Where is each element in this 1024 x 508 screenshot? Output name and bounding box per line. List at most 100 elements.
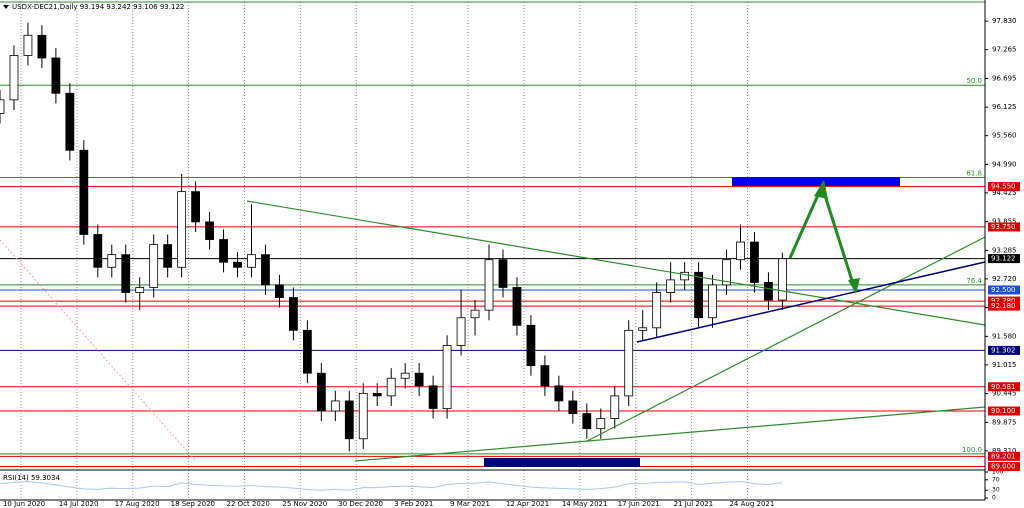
candle-body (219, 239, 228, 263)
candle-body (0, 99, 5, 114)
level-box (988, 345, 1020, 355)
candle-body (582, 413, 592, 430)
candle-body (540, 365, 550, 387)
candle-body (51, 57, 61, 94)
zone (732, 177, 900, 186)
rsi-tick-label: 0 (992, 495, 996, 502)
fib-label: 76.4 (966, 277, 982, 285)
y-tick-label: 96.125 (992, 103, 1017, 111)
x-tick-label: 10 Jun 2020 (3, 500, 45, 508)
candle-body (205, 221, 214, 240)
candle-body (610, 395, 620, 419)
y-tick-label: 89.310 (992, 447, 1017, 455)
y-tick-label: 94.990 (992, 160, 1017, 168)
candle-body (358, 392, 368, 440)
x-tick-label: 24 Aug 2021 (729, 500, 774, 508)
candle-body (470, 309, 480, 319)
y-tick-label: 89.875 (992, 418, 1017, 426)
candle-body (275, 284, 284, 298)
level-label: 93.122 (991, 255, 1016, 263)
fib-label: 50.0 (966, 77, 982, 85)
candle-body (456, 317, 466, 346)
candle-body (638, 327, 648, 331)
candle-body (191, 191, 201, 223)
level-box (988, 301, 1020, 311)
candle-body (750, 241, 759, 283)
candle-body (414, 372, 424, 387)
x-tick-label: 22 Oct 2020 (227, 500, 270, 508)
trendline (586, 236, 986, 442)
y-tick-label: 97.830 (992, 17, 1017, 25)
candle-body (512, 287, 522, 326)
candle-body (694, 271, 703, 319)
rsi-line (0, 481, 783, 491)
candle-body (722, 259, 731, 286)
drawings (246, 177, 986, 467)
candle-body (400, 372, 410, 379)
arrow-head (814, 180, 828, 199)
level-box (988, 254, 1020, 264)
candle-body (554, 385, 564, 402)
candle-body (330, 400, 340, 412)
level-box (988, 182, 1020, 192)
x-tick-label: 9 Mar 2021 (450, 500, 490, 508)
fib-label: 100.0 (962, 446, 982, 454)
level-label: 94.550 (991, 183, 1016, 191)
chart-title: USDX-DEC21,Daily 93.194 93.242 93.106 93… (12, 3, 184, 11)
y-tick-label: 92.720 (992, 275, 1017, 283)
level-box (988, 406, 1020, 416)
trendline (246, 200, 986, 326)
y-tick-label: 96.695 (992, 74, 1017, 82)
level-label: 92.500 (991, 286, 1016, 294)
rsi-tick-label: 100 (992, 469, 1004, 476)
candle-body (344, 400, 354, 440)
level-box (988, 285, 1020, 295)
candle-body (302, 329, 312, 374)
candle-body (289, 297, 298, 331)
candle-body (708, 284, 717, 319)
candle-body (652, 292, 662, 329)
candle-body (526, 324, 536, 367)
candle-body (9, 55, 19, 101)
y-tick-label: 95.560 (992, 132, 1017, 140)
x-tick-label: 18 Sep 2020 (171, 500, 215, 508)
candle-body (624, 329, 634, 397)
candle-body (386, 377, 396, 397)
level-box (988, 296, 1020, 306)
grid (20, 2, 748, 500)
candle-body (163, 244, 173, 268)
x-tick-label: 14 May 2021 (562, 500, 608, 508)
y-tick-label: 97.265 (992, 46, 1017, 54)
y-tick-label: 93.285 (992, 246, 1017, 254)
x-tick-label: 3 Feb 2021 (394, 500, 433, 508)
level-label: 89.201 (991, 452, 1016, 460)
candle-body (177, 191, 187, 268)
candle-body (233, 261, 242, 268)
rsi-tick-label: 70 (992, 476, 1000, 483)
candle-body (442, 345, 452, 409)
trendline (636, 261, 986, 343)
candle-body (666, 279, 676, 293)
candle-body (568, 400, 578, 414)
candle-body (596, 418, 606, 430)
arrow-head (848, 278, 860, 294)
diagonal (0, 239, 196, 461)
y-tick-label: 90.445 (992, 390, 1017, 398)
candle-body (107, 254, 117, 268)
level-box (988, 461, 1020, 471)
y-tick-label: 91.580 (992, 332, 1017, 340)
candle-body (37, 34, 47, 59)
rsi-tick-label: 30 (992, 487, 1000, 494)
level-label: 89.000 (991, 462, 1016, 470)
candle-body (680, 271, 690, 281)
trendline (354, 406, 986, 462)
candle-body (23, 34, 33, 56)
candle-body (764, 282, 773, 301)
menu-triangle (3, 5, 9, 9)
rsi-title: RSI(14) 59.3034 (3, 474, 60, 482)
x-tick-label: 21 Jul 2021 (674, 500, 714, 508)
level-label: 92.280 (991, 297, 1016, 305)
x-tick-label: 14 Jul 2020 (59, 500, 99, 508)
x-tick-label: 12 Apr 2021 (506, 500, 549, 508)
